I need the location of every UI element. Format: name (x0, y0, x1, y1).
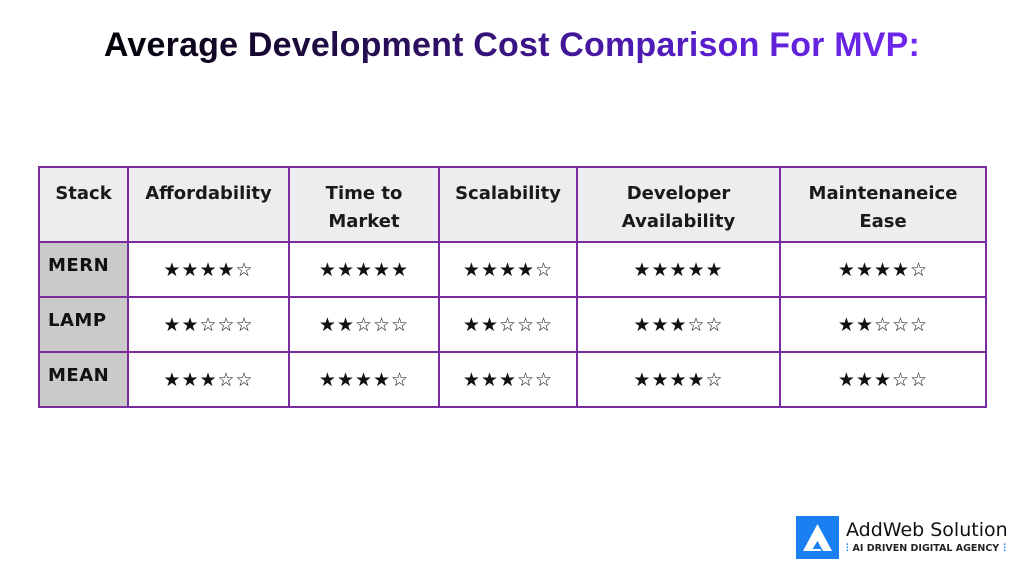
star-rating-icon: ★★☆☆☆ (163, 313, 254, 336)
rating-cell: ★★★★☆ (288, 351, 440, 408)
circuit-lines-icon: ⫶ (1003, 542, 1006, 554)
rating-cell: ★★☆☆☆ (288, 296, 440, 353)
header-label: Market (328, 211, 400, 232)
rating-cell: ★★★★★ (288, 241, 440, 298)
star-rating-icon: ★★★☆☆ (633, 313, 724, 336)
rating-cell: ★★☆☆☆ (127, 296, 290, 353)
rating-cell: ★★★★☆ (576, 351, 781, 408)
header-stack: Stack (38, 166, 129, 243)
rating-cell: ★★★☆☆ (576, 296, 781, 353)
stack-cell: LAMP (38, 296, 129, 353)
star-rating-icon: ★★★★★ (633, 258, 724, 281)
star-rating-icon: ★★★★☆ (837, 258, 929, 281)
star-rating-icon: ★★☆☆☆ (837, 313, 929, 336)
rating-cell: ★★★★☆ (779, 241, 987, 298)
rating-cell: ★★☆☆☆ (779, 296, 987, 353)
header-label: Stack (55, 183, 112, 204)
rating-cell: ★★★★☆ (438, 241, 578, 298)
star-rating-icon: ★★★★☆ (462, 258, 554, 281)
star-rating-icon: ★★★☆☆ (837, 368, 929, 391)
brand-tagline-text: AI DRIVEN DIGITAL AGENCY (852, 542, 1000, 554)
star-rating-icon: ★★☆☆☆ (318, 313, 410, 336)
header-label: Developer (626, 183, 731, 204)
header-label: Scalability (455, 183, 561, 204)
header-label: Maintenaneice (808, 183, 958, 204)
star-rating-icon: ★★★★☆ (163, 258, 254, 281)
table-row-lamp: LAMP ★★☆☆☆ ★★☆☆☆ ★★☆☆☆ ★★★☆☆ ★★☆☆☆ (38, 296, 987, 353)
page-title-text: Average Development Cost Comparison For … (103, 26, 921, 64)
header-scalability: Scalability (438, 166, 578, 243)
brand-logo: AddWeb Solution ⫶ AI DRIVEN DIGITAL AGEN… (796, 516, 1008, 559)
addweb-a-logo-icon (796, 516, 839, 559)
rating-cell: ★★☆☆☆ (438, 296, 578, 353)
rating-cell: ★★★★★ (576, 241, 781, 298)
header-developer-availability: Developer Availability (576, 166, 781, 243)
star-rating-icon: ★★★★☆ (633, 368, 724, 391)
header-label: Affordability (145, 183, 272, 204)
star-rating-icon: ★★★★★ (318, 258, 410, 281)
table-row-mean: MEAN ★★★☆☆ ★★★★☆ ★★★☆☆ ★★★★☆ ★★★☆☆ (38, 351, 987, 408)
rating-cell: ★★★☆☆ (438, 351, 578, 408)
comparison-table: Stack Affordability Time to Market Scalab… (38, 166, 987, 408)
circuit-lines-icon: ⫶ (846, 542, 849, 554)
star-rating-icon: ★★★☆☆ (163, 368, 254, 391)
brand-name: AddWeb Solution (846, 518, 1008, 541)
rating-cell: ★★★★☆ (127, 241, 290, 298)
header-label: Availability (621, 211, 736, 232)
star-rating-icon: ★★★☆☆ (462, 368, 554, 391)
table-header-row: Stack Affordability Time to Market Scalab… (38, 166, 987, 243)
star-rating-icon: ★★★★☆ (318, 368, 410, 391)
brand-tagline: ⫶ AI DRIVEN DIGITAL AGENCY ⫶ (846, 541, 1008, 557)
table-row-mern: MERN ★★★★☆ ★★★★★ ★★★★☆ ★★★★★ ★★★★☆ (38, 241, 987, 298)
stack-cell: MEAN (38, 351, 129, 408)
stack-cell: MERN (38, 241, 129, 298)
rating-cell: ★★★☆☆ (779, 351, 987, 408)
page-title: Average Development Cost Comparison For … (0, 26, 1024, 65)
header-maintenance-ease: Maintenaneice Ease (779, 166, 987, 243)
rating-cell: ★★★☆☆ (127, 351, 290, 408)
header-time-to-market: Time to Market (288, 166, 440, 243)
star-rating-icon: ★★☆☆☆ (462, 313, 554, 336)
header-label: Ease (859, 211, 907, 232)
header-label: Time to (325, 183, 403, 204)
header-affordability: Affordability (127, 166, 290, 243)
